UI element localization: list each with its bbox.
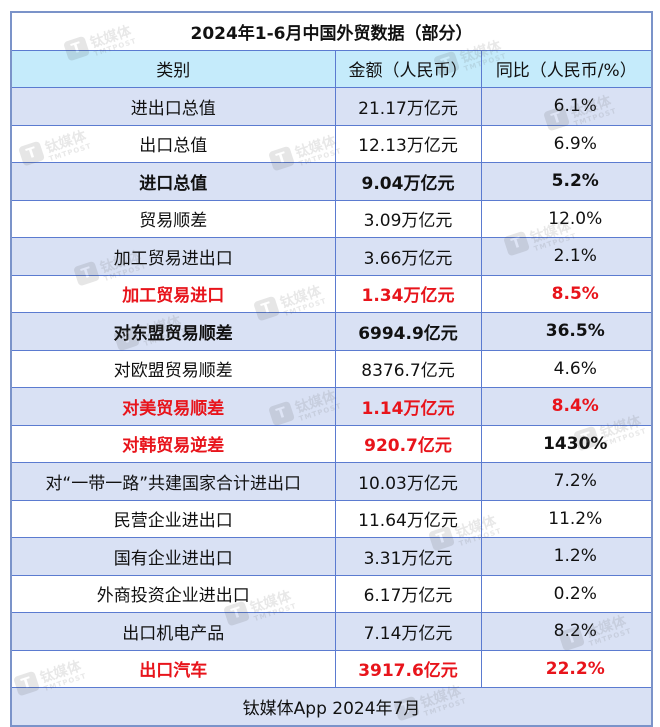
cell-yoy: 8.4%: [480, 387, 653, 426]
table-row: 对美贸易顺差 1.14万亿元 8.4%: [10, 387, 653, 426]
cell-amount: 10.03万亿元: [334, 462, 482, 501]
table-row: 国有企业进出口 3.31万亿元 1.2%: [10, 537, 653, 576]
cell-amount: 11.64万亿元: [334, 499, 482, 538]
cell-category: 加工贸易进口: [10, 274, 336, 313]
cell-category: 出口总值: [10, 124, 336, 163]
source-note: 钛媒体App 2024年7月: [10, 687, 653, 726]
table-row: 对“一带一路”共建国家合计进出口 10.03万亿元 7.2%: [10, 462, 653, 501]
trade-data-table: 2024年1-6月中国外贸数据（部分） 类别 金额（人民币） 同比（人民币/%）…: [10, 11, 654, 727]
cell-amount: 9.04万亿元: [334, 162, 482, 201]
cell-category: 对东盟贸易顺差: [10, 312, 336, 351]
cell-yoy: 8.5%: [480, 274, 653, 313]
cell-amount: 3.09万亿元: [334, 199, 482, 238]
cell-yoy: 1.2%: [480, 537, 653, 576]
cell-amount: 3.66万亿元: [334, 237, 482, 276]
cell-amount: 920.7亿元: [334, 424, 482, 463]
cell-amount: 6.17万亿元: [334, 574, 482, 613]
cell-amount: 8376.7亿元: [334, 349, 482, 388]
cell-yoy: 22.2%: [480, 649, 653, 688]
cell-category: 对美贸易顺差: [10, 387, 336, 426]
cell-category: 民营企业进出口: [10, 499, 336, 538]
cell-yoy: 8.2%: [480, 612, 653, 651]
cell-amount: 21.17万亿元: [334, 87, 482, 126]
cell-yoy: 5.2%: [480, 162, 653, 201]
cell-category: 出口汽车: [10, 649, 336, 688]
cell-category: 对韩贸易逆差: [10, 424, 336, 463]
cell-amount: 3917.6亿元: [334, 649, 482, 688]
cell-category: 贸易顺差: [10, 199, 336, 238]
cell-category: 进口总值: [10, 162, 336, 201]
header-yoy: 同比（人民币/%）: [480, 49, 653, 88]
cell-category: 出口机电产品: [10, 612, 336, 651]
cell-yoy: 7.2%: [480, 462, 653, 501]
cell-yoy: 4.6%: [480, 349, 653, 388]
table-row: 贸易顺差 3.09万亿元 12.0%: [10, 199, 653, 238]
cell-amount: 1.14万亿元: [334, 387, 482, 426]
cell-amount: 6994.9亿元: [334, 312, 482, 351]
table-row: 进出口总值 21.17万亿元 6.1%: [10, 87, 653, 126]
cell-amount: 1.34万亿元: [334, 274, 482, 313]
cell-category: 进出口总值: [10, 87, 336, 126]
cell-category: 对“一带一路”共建国家合计进出口: [10, 462, 336, 501]
table-row: 对欧盟贸易顺差 8376.7亿元 4.6%: [10, 349, 653, 388]
header-amount: 金额（人民币）: [334, 49, 482, 88]
header-category: 类别: [10, 49, 336, 88]
cell-yoy: 6.9%: [480, 124, 653, 163]
cell-category: 对欧盟贸易顺差: [10, 349, 336, 388]
cell-category: 外商投资企业进出口: [10, 574, 336, 613]
table-row: 对东盟贸易顺差 6994.9亿元 36.5%: [10, 312, 653, 351]
cell-yoy: 1430%: [480, 424, 653, 463]
table-row: 民营企业进出口 11.64万亿元 11.2%: [10, 499, 653, 538]
cell-yoy: 11.2%: [480, 499, 653, 538]
cell-amount: 7.14万亿元: [334, 612, 482, 651]
table-row: 出口机电产品 7.14万亿元 8.2%: [10, 612, 653, 651]
table-row: 出口总值 12.13万亿元 6.9%: [10, 124, 653, 163]
table-title: 2024年1-6月中国外贸数据（部分）: [10, 11, 653, 51]
table-row: 出口汽车 3917.6亿元 22.2%: [10, 649, 653, 688]
cell-yoy: 0.2%: [480, 574, 653, 613]
cell-yoy: 6.1%: [480, 87, 653, 126]
footer-row: 钛媒体App 2024年7月: [10, 687, 653, 726]
cell-yoy: 12.0%: [480, 199, 653, 238]
header-row: 类别 金额（人民币） 同比（人民币/%）: [10, 49, 653, 88]
cell-amount: 12.13万亿元: [334, 124, 482, 163]
cell-amount: 3.31万亿元: [334, 537, 482, 576]
table-row: 外商投资企业进出口 6.17万亿元 0.2%: [10, 574, 653, 613]
table-row: 进口总值 9.04万亿元 5.2%: [10, 162, 653, 201]
cell-category: 加工贸易进出口: [10, 237, 336, 276]
title-row: 2024年1-6月中国外贸数据（部分）: [10, 11, 653, 51]
cell-yoy: 36.5%: [480, 312, 653, 351]
cell-yoy: 2.1%: [480, 237, 653, 276]
table-row: 对韩贸易逆差 920.7亿元 1430%: [10, 424, 653, 463]
table-row: 加工贸易进口 1.34万亿元 8.5%: [10, 274, 653, 313]
table-row: 加工贸易进出口 3.66万亿元 2.1%: [10, 237, 653, 276]
cell-category: 国有企业进出口: [10, 537, 336, 576]
